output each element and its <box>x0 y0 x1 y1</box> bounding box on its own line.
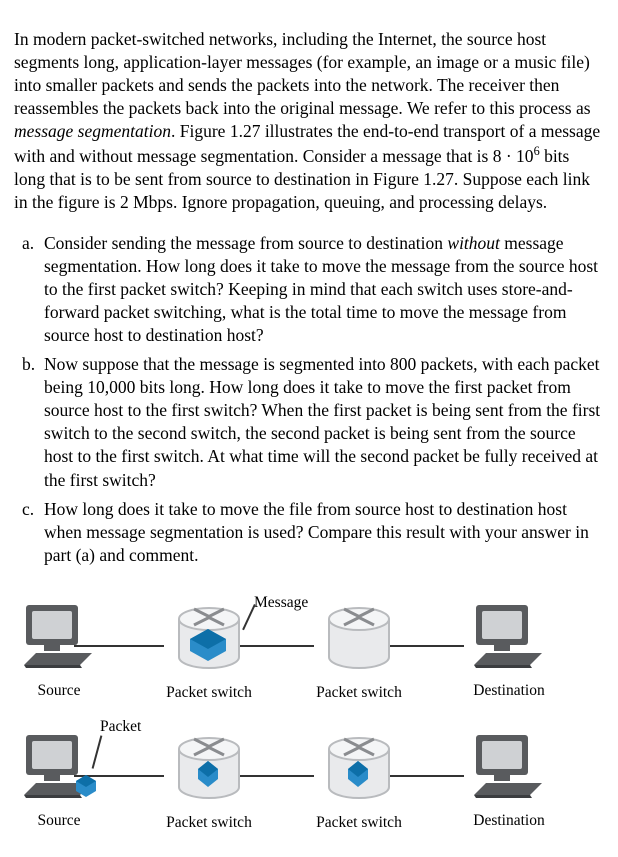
switch-node: Packet switch <box>304 731 414 834</box>
question-list: a.Consider sending the message from sour… <box>14 232 604 567</box>
host-icon <box>470 601 548 671</box>
host-node: Source <box>4 601 114 702</box>
host-node: Destination <box>454 601 564 702</box>
question-marker: a. <box>14 232 44 347</box>
figure-row-unsegmented: Source Packet switch Packet switch <box>14 587 604 717</box>
figure-1-27: Source Packet switch Packet switch <box>14 587 604 847</box>
packet-icon <box>76 775 96 799</box>
node-caption: Destination <box>454 811 564 831</box>
node-caption: Destination <box>454 681 564 701</box>
node-caption: Packet switch <box>304 683 414 703</box>
question-text: Now suppose that the message is segmente… <box>44 353 604 492</box>
node-caption: Source <box>4 811 114 831</box>
question-marker: c. <box>14 498 44 567</box>
question-text: Consider sending the message from source… <box>44 232 604 347</box>
host-icon <box>20 601 98 671</box>
packet-switch-icon <box>320 731 398 803</box>
packet-switch-icon <box>170 601 248 673</box>
node-caption: Packet switch <box>304 813 414 833</box>
packet-label: Packet <box>100 717 141 737</box>
question-text: How long does it take to move the file f… <box>44 498 604 567</box>
question-item: a.Consider sending the message from sour… <box>14 232 604 347</box>
message-label: Message <box>254 593 308 613</box>
node-caption: Source <box>4 681 114 701</box>
figure-row-segmented: Source Packet switch P <box>14 717 604 847</box>
host-icon <box>470 731 548 801</box>
packet-switch-icon <box>170 731 248 803</box>
question-item: b.Now suppose that the message is segmen… <box>14 353 604 492</box>
host-node: Destination <box>454 731 564 832</box>
node-caption: Packet switch <box>154 813 264 833</box>
question-marker: b. <box>14 353 44 492</box>
packet-switch-icon <box>320 601 398 673</box>
node-caption: Packet switch <box>154 683 264 703</box>
question-item: c.How long does it take to move the file… <box>14 498 604 567</box>
intro-paragraph: In modern packet-switched networks, incl… <box>14 28 604 215</box>
switch-node: Packet switch <box>304 601 414 704</box>
switch-node: Packet switch <box>154 731 264 834</box>
